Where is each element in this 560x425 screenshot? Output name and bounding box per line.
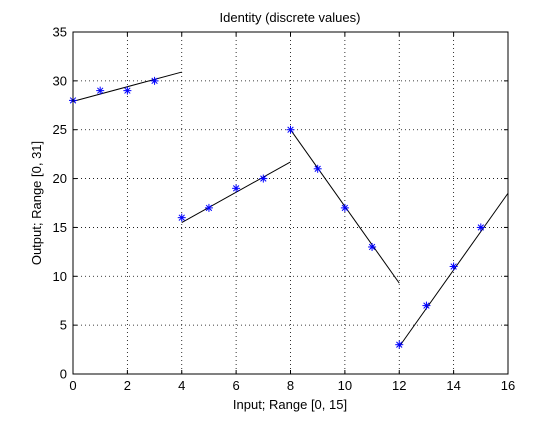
data-point-stroke <box>287 126 294 133</box>
data-point <box>449 262 458 271</box>
y-axis-label: Output; Range [0, 31] <box>29 141 44 265</box>
data-point-stroke <box>205 204 213 212</box>
y-tick-label: 35 <box>53 25 67 40</box>
x-tick-label: 8 <box>287 378 294 393</box>
chart-title: Identity (discrete values) <box>220 10 361 25</box>
y-tick-label: 5 <box>60 318 67 333</box>
x-tick-label: 2 <box>124 378 131 393</box>
data-point <box>177 213 186 222</box>
data-point-stroke <box>151 77 158 85</box>
data-point <box>476 223 485 232</box>
data-point-stroke <box>450 263 457 270</box>
data-point <box>204 203 213 212</box>
data-point-stroke <box>178 214 185 221</box>
data-point <box>422 301 431 310</box>
data-point-stroke <box>368 243 376 251</box>
x-tick-label: 6 <box>233 378 240 393</box>
data-point-stroke <box>341 204 349 212</box>
tick-marks <box>72 31 509 375</box>
x-tick-label: 12 <box>392 378 406 393</box>
y-tick-label: 15 <box>53 220 67 235</box>
y-tick-label: 0 <box>60 367 67 382</box>
data-point-stroke <box>423 302 430 309</box>
data-point <box>123 86 132 95</box>
data-point-stroke <box>97 87 104 94</box>
y-tick-label: 10 <box>53 269 67 284</box>
y-tick-label: 30 <box>53 73 67 88</box>
data-point-stroke <box>232 185 240 192</box>
x-tick-label: 4 <box>178 378 185 393</box>
data-point <box>286 125 295 134</box>
y-tick-label: 20 <box>53 171 67 186</box>
x-tick-label: 0 <box>69 378 76 393</box>
data-point <box>340 203 349 212</box>
x-tick-label: 14 <box>446 378 460 393</box>
tick-labels: 0 2 4 6 8 10 12 14 16 0 5 10 15 20 25 30 35 <box>53 25 516 394</box>
data-point <box>150 76 159 85</box>
data-point-stroke <box>314 165 321 172</box>
data-point <box>313 164 322 173</box>
x-tick-label: 10 <box>338 378 352 393</box>
data-point-stroke <box>477 224 484 231</box>
data-point-stroke <box>260 175 267 182</box>
x-axis-label: Input; Range [0, 15] <box>233 397 347 412</box>
data-point <box>368 242 377 251</box>
data-markers <box>69 76 485 349</box>
data-point <box>259 174 268 183</box>
data-point <box>232 184 241 193</box>
data-point-stroke <box>124 87 131 94</box>
y-tick-label: 25 <box>53 122 67 137</box>
data-point-stroke <box>396 341 403 348</box>
data-point <box>96 86 105 95</box>
data-point <box>395 340 404 349</box>
x-tick-label: 16 <box>501 378 515 393</box>
